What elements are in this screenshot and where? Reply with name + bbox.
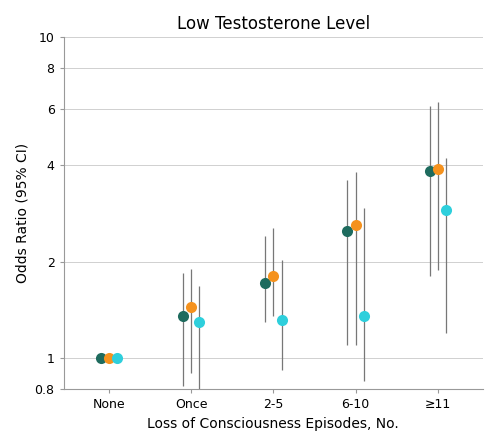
X-axis label: Loss of Consciousness Episodes, No.: Loss of Consciousness Episodes, No. (147, 417, 399, 431)
Title: Low Testosterone Level: Low Testosterone Level (177, 15, 370, 33)
Y-axis label: Odds Ratio (95% CI): Odds Ratio (95% CI) (15, 143, 29, 284)
